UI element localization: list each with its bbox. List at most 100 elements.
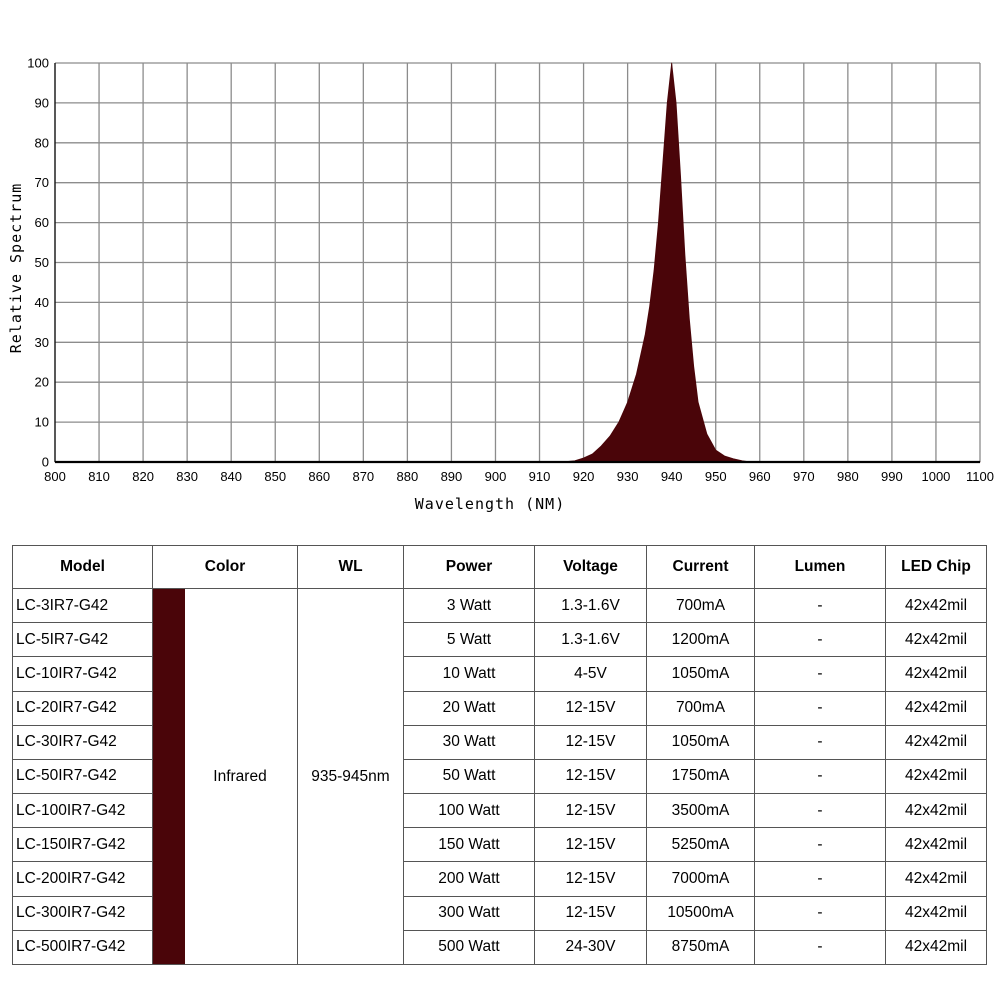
x-tick-label: 860 [308,469,330,484]
table-row: LC-500IR7-G42 500 Watt 24-30V 8750mA -42x42m… [12,929,987,966]
cell-current: 700mA [646,690,755,726]
cell-voltage: 1.3-1.6V [534,587,647,624]
cell-power: 150 Watt [403,827,535,863]
cell-lumen: - [754,758,886,795]
cell-lumen: - [754,895,886,931]
cell-current: 1200mA [646,622,755,658]
cell-current: 3500mA [646,793,755,829]
cell-led-chip: 42x42mil [885,656,987,692]
cell-voltage: 12-15V [534,861,647,897]
cell-current: 1750mA [646,758,755,795]
cell-power: 50 Watt [403,758,535,795]
cell-voltage: 12-15V [534,690,647,726]
header-power: Power [403,545,535,589]
spectrum-area [54,62,981,463]
table-row: LC-20IR7-G42 20 Watt 12-15V 700mA -42x42mil [12,690,987,726]
x-tick-label: 1100 [966,469,994,484]
cell-lumen: - [754,690,886,726]
cell-led-chip: 42x42mil [885,724,987,760]
x-tick-label: 990 [881,469,903,484]
cell-led-chip: 42x42mil [885,587,987,624]
cell-led-chip: 42x42mil [885,861,987,897]
cell-lumen: - [754,929,886,966]
cell-current: 5250mA [646,827,755,863]
header-led-chip: LED Chip [885,545,987,589]
table-row: LC-150IR7-G42 150 Watt 12-15V 5250mA -42x42m… [12,827,987,863]
cell-power: 20 Watt [403,690,535,726]
table-header-row: Model Color WL Power Voltage Current Lum… [12,545,987,589]
header-lumen: Lumen [754,545,886,589]
cell-led-chip: 42x42mil [885,758,987,795]
cell-model: LC-5IR7-G42 [12,622,153,658]
cell-model: LC-150IR7-G42 [12,827,153,863]
header-current: Current [646,545,755,589]
cell-lumen: - [754,656,886,692]
y-tick-label: 0 [42,455,49,470]
cell-model: LC-10IR7-G42 [12,656,153,692]
cell-voltage: 12-15V [534,724,647,760]
table-row: LC-300IR7-G42 300 Watt 12-15V 10500mA -42x42… [12,895,987,931]
x-tick-label: 810 [88,469,110,484]
cell-led-chip: 42x42mil [885,622,987,658]
x-tick-label: 1000 [921,469,950,484]
y-axis-label: Relative Spectrum [7,183,25,354]
header-model: Model [12,545,153,589]
y-tick-label: 50 [35,255,49,270]
x-tick-label: 800 [44,469,66,484]
cell-lumen: - [754,827,886,863]
y-tick-label: 70 [35,175,49,190]
x-tick-labels: 800 810 820 830 840 850 860 870 880 890 900 910 920 9… [44,469,994,484]
y-tick-label: 90 [35,95,49,110]
x-tick-label: 890 [441,469,463,484]
cell-current: 700mA [646,587,755,624]
cell-lumen: - [754,861,886,897]
x-tick-label: 920 [573,469,595,484]
cell-model: LC-100IR7-G42 [12,793,153,829]
cell-model: LC-200IR7-G42 [12,861,153,897]
cell-power: 10 Watt [403,656,535,692]
x-tick-label: 930 [617,469,639,484]
cell-voltage: 12-15V [534,758,647,795]
cell-current: 10500mA [646,895,755,931]
x-tick-label: 840 [220,469,242,484]
cell-voltage: 12-15V [534,827,647,863]
cell-power: 300 Watt [403,895,535,931]
table-row: LC-5IR7-G42 5 Watt 1.3-1.6V 1200mA -42x42mil [12,622,987,658]
color-swatch [153,589,185,964]
cell-led-chip: 42x42mil [885,895,987,931]
cell-lumen: - [754,622,886,658]
cell-wl: 935-945nm [297,588,404,965]
cell-current: 7000mA [646,861,755,897]
cell-lumen: - [754,793,886,829]
cell-current: 8750mA [646,929,755,966]
cell-power: 3 Watt [403,587,535,624]
y-tick-label: 80 [35,135,49,150]
y-tick-label: 30 [35,335,49,350]
y-tick-label: 60 [35,215,49,230]
cell-power: 5 Watt [403,622,535,658]
y-tick-labels: 0 10 20 30 40 50 60 70 80 90 100 [27,56,49,470]
cell-voltage: 1.3-1.6V [534,622,647,658]
cell-voltage: 12-15V [534,793,647,829]
x-tick-label: 880 [397,469,419,484]
color-label: Infrared [213,767,267,785]
cell-model: LC-300IR7-G42 [12,895,153,931]
cell-current: 1050mA [646,724,755,760]
cell-power: 100 Watt [403,793,535,829]
cell-lumen: - [754,587,886,624]
x-tick-label: 980 [837,469,859,484]
chart-axes [54,63,980,464]
cell-voltage: 4-5V [534,656,647,692]
header-color: Color [152,545,298,589]
table-row: LC-200IR7-G42 200 Watt 12-15V 7000mA -42x42m… [12,861,987,897]
cell-led-chip: 42x42mil [885,690,987,726]
cell-model: LC-3IR7-G42 [12,587,153,624]
cell-voltage: 24-30V [534,929,647,966]
x-tick-label: 850 [264,469,286,484]
cell-led-chip: 42x42mil [885,929,987,966]
cell-power: 30 Watt [403,724,535,760]
product-spec-table: Model Color WL Power Voltage Current Lum… [12,545,987,966]
cell-color: Infrared [152,588,298,965]
cell-led-chip: 42x42mil [885,827,987,863]
cell-power: 200 Watt [403,861,535,897]
